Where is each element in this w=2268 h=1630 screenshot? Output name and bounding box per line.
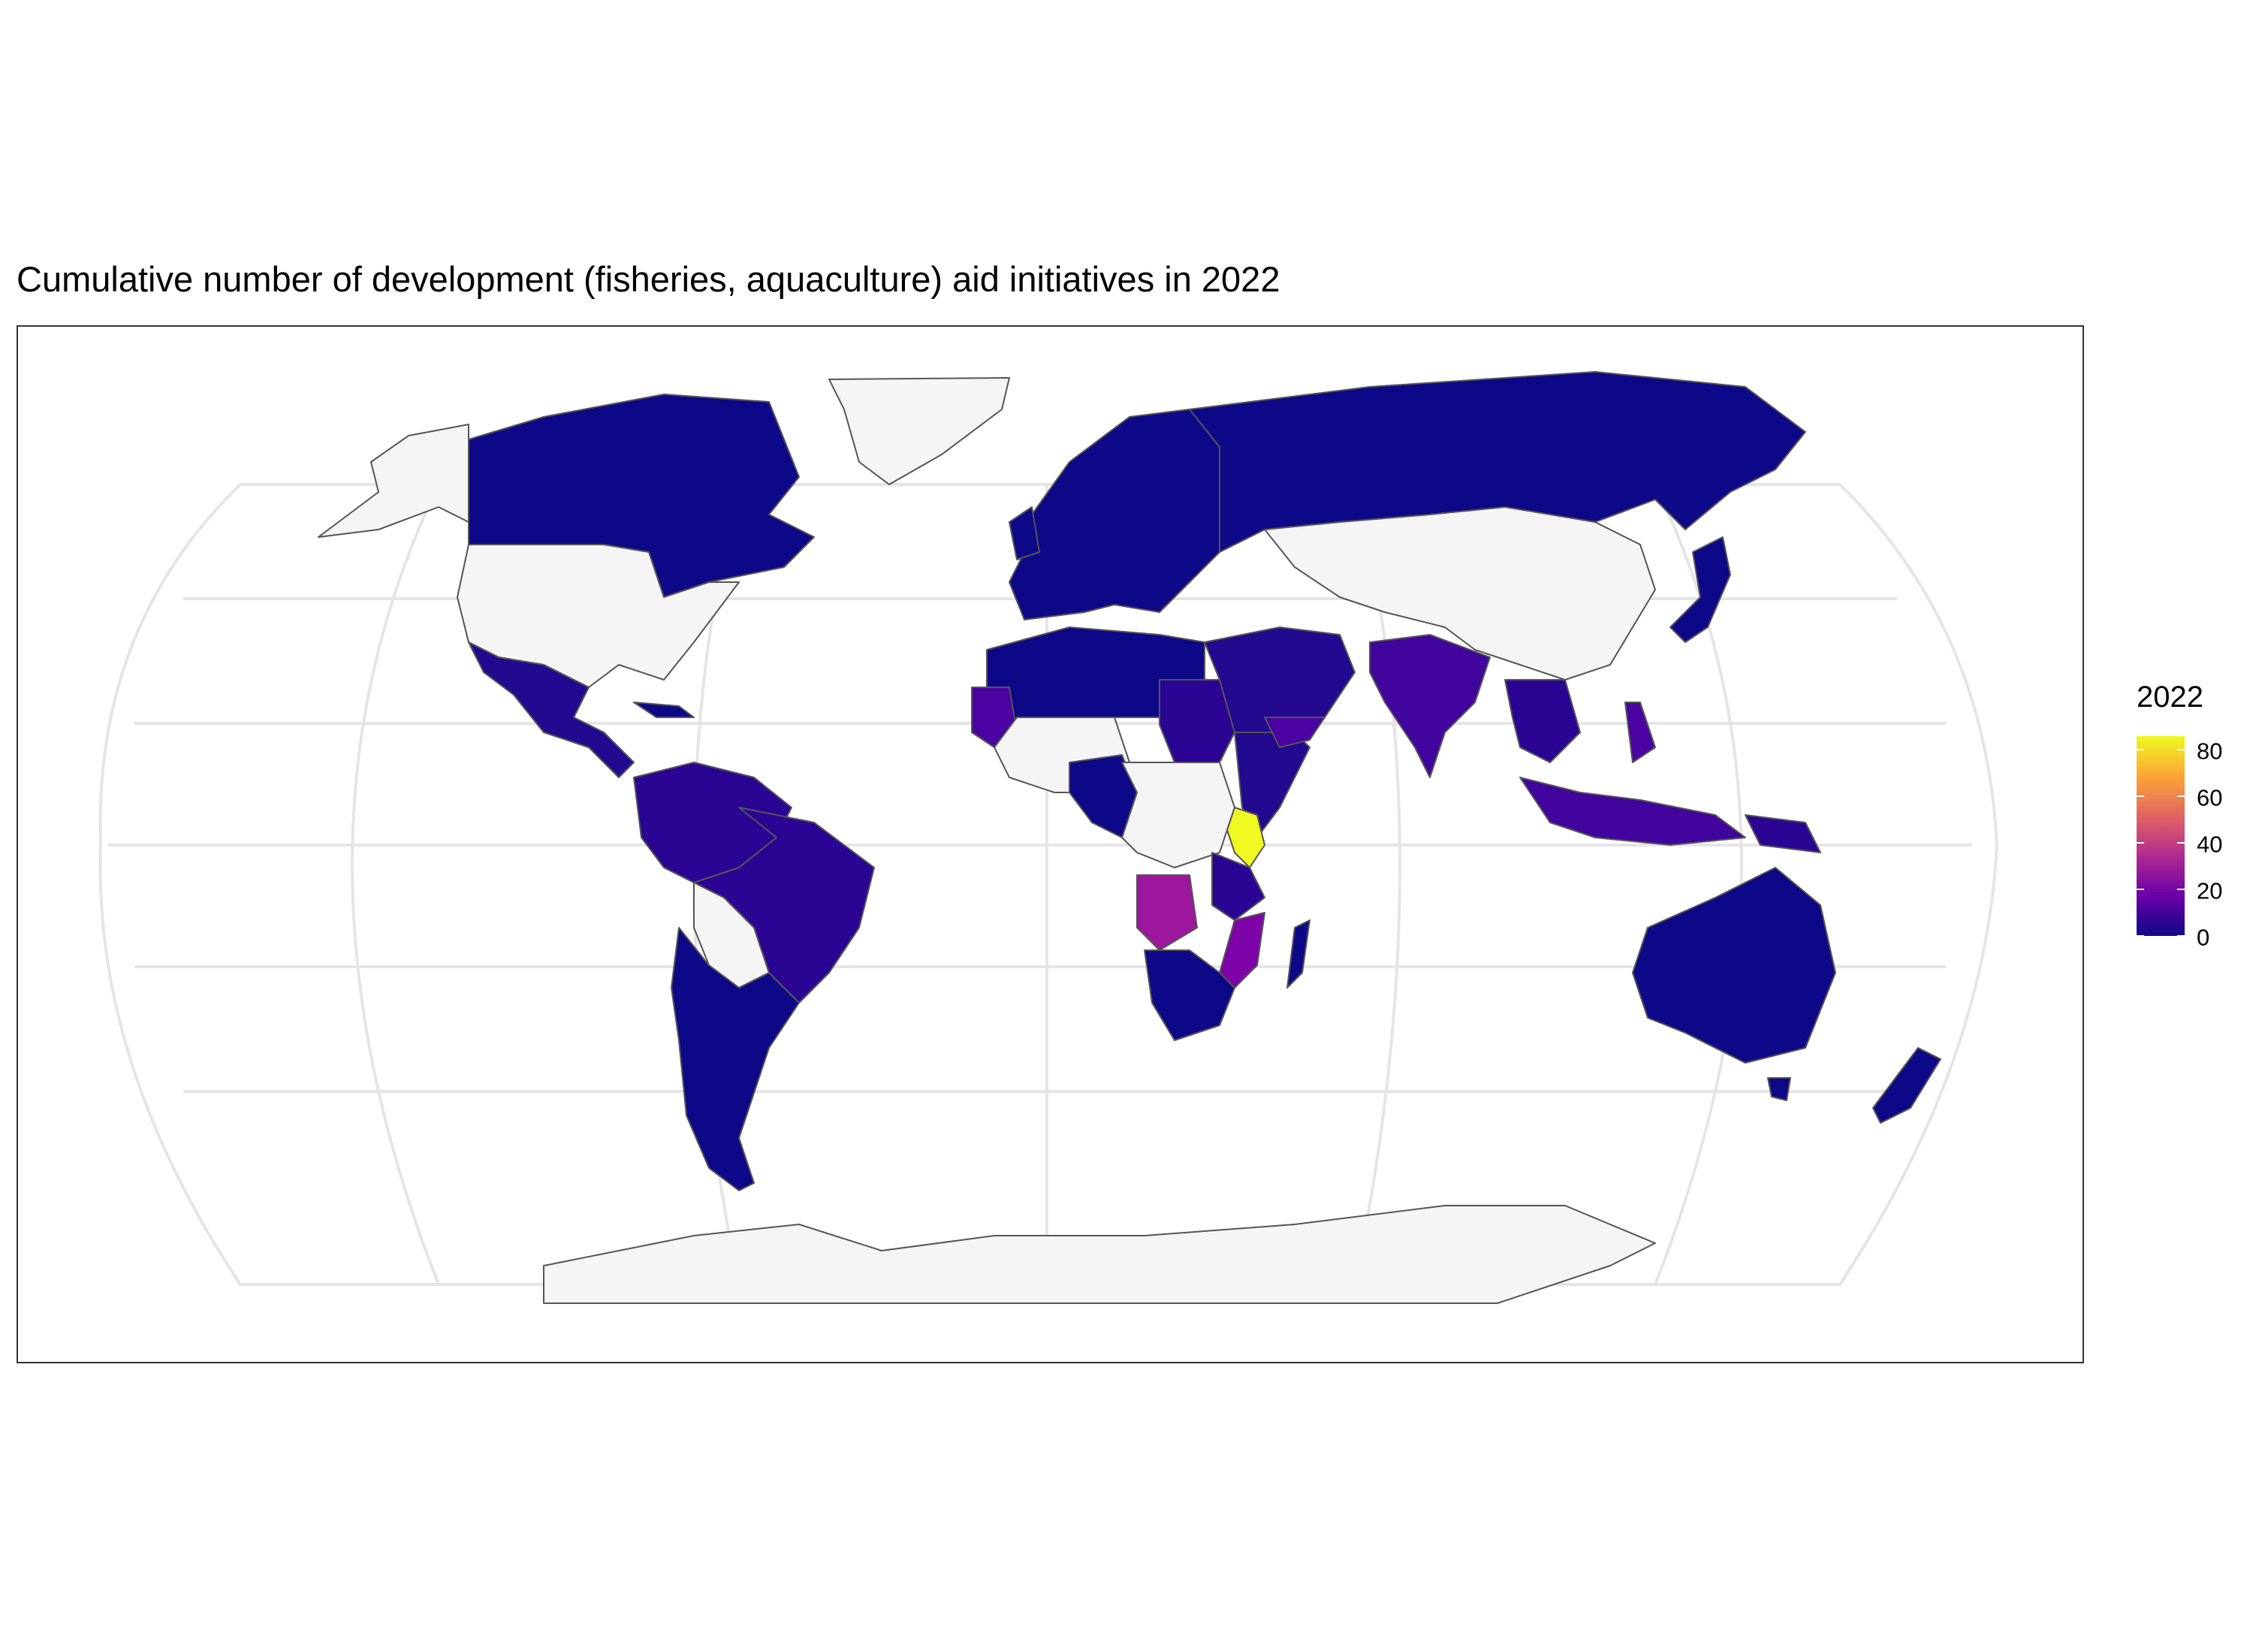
region-antarctica (543, 1205, 1656, 1304)
region-angola (1136, 874, 1198, 951)
region-png (1745, 814, 1821, 853)
region-argentina (671, 927, 800, 1191)
map-title: Cumulative number of development (fisher… (17, 259, 1280, 299)
region-australia (1632, 867, 1836, 1064)
legend-color-bar (2137, 736, 2185, 937)
region-new-zealand (1872, 1047, 1941, 1124)
region-tasmania (1767, 1077, 1791, 1101)
legend-title: 2022 (2137, 681, 2203, 714)
region-philippines (1624, 702, 1656, 763)
region-southeast-asia (1504, 679, 1581, 763)
region-southern-africa (1144, 949, 1235, 1041)
region-central-africa (1121, 762, 1235, 868)
map-panel (17, 325, 2084, 1363)
region-mozambique (1219, 912, 1265, 989)
region-uk (1009, 506, 1040, 560)
legend-tick-label: 40 (2197, 831, 2223, 858)
legend-tick-label: 20 (2197, 877, 2223, 904)
region-japan (1669, 536, 1731, 643)
legend-tick-label: 60 (2197, 784, 2223, 811)
region-china (1264, 506, 1656, 681)
region-indonesia (1519, 777, 1746, 846)
region-india (1369, 634, 1491, 778)
legend-tick-label: 0 (2197, 924, 2210, 951)
region-mexico (468, 641, 635, 778)
region-europe (1009, 409, 1220, 620)
region-madagascar (1286, 919, 1310, 989)
region-russia (1189, 371, 1806, 553)
region-tanzania (1211, 852, 1265, 921)
region-caribbean (633, 702, 695, 718)
color-legend: 2022 0 20 40 60 80 (2137, 682, 2264, 1020)
legend-tick-label: 80 (2197, 738, 2223, 765)
region-yemen (1264, 717, 1326, 748)
world-map (98, 371, 1999, 1304)
region-greenland (828, 377, 1010, 485)
